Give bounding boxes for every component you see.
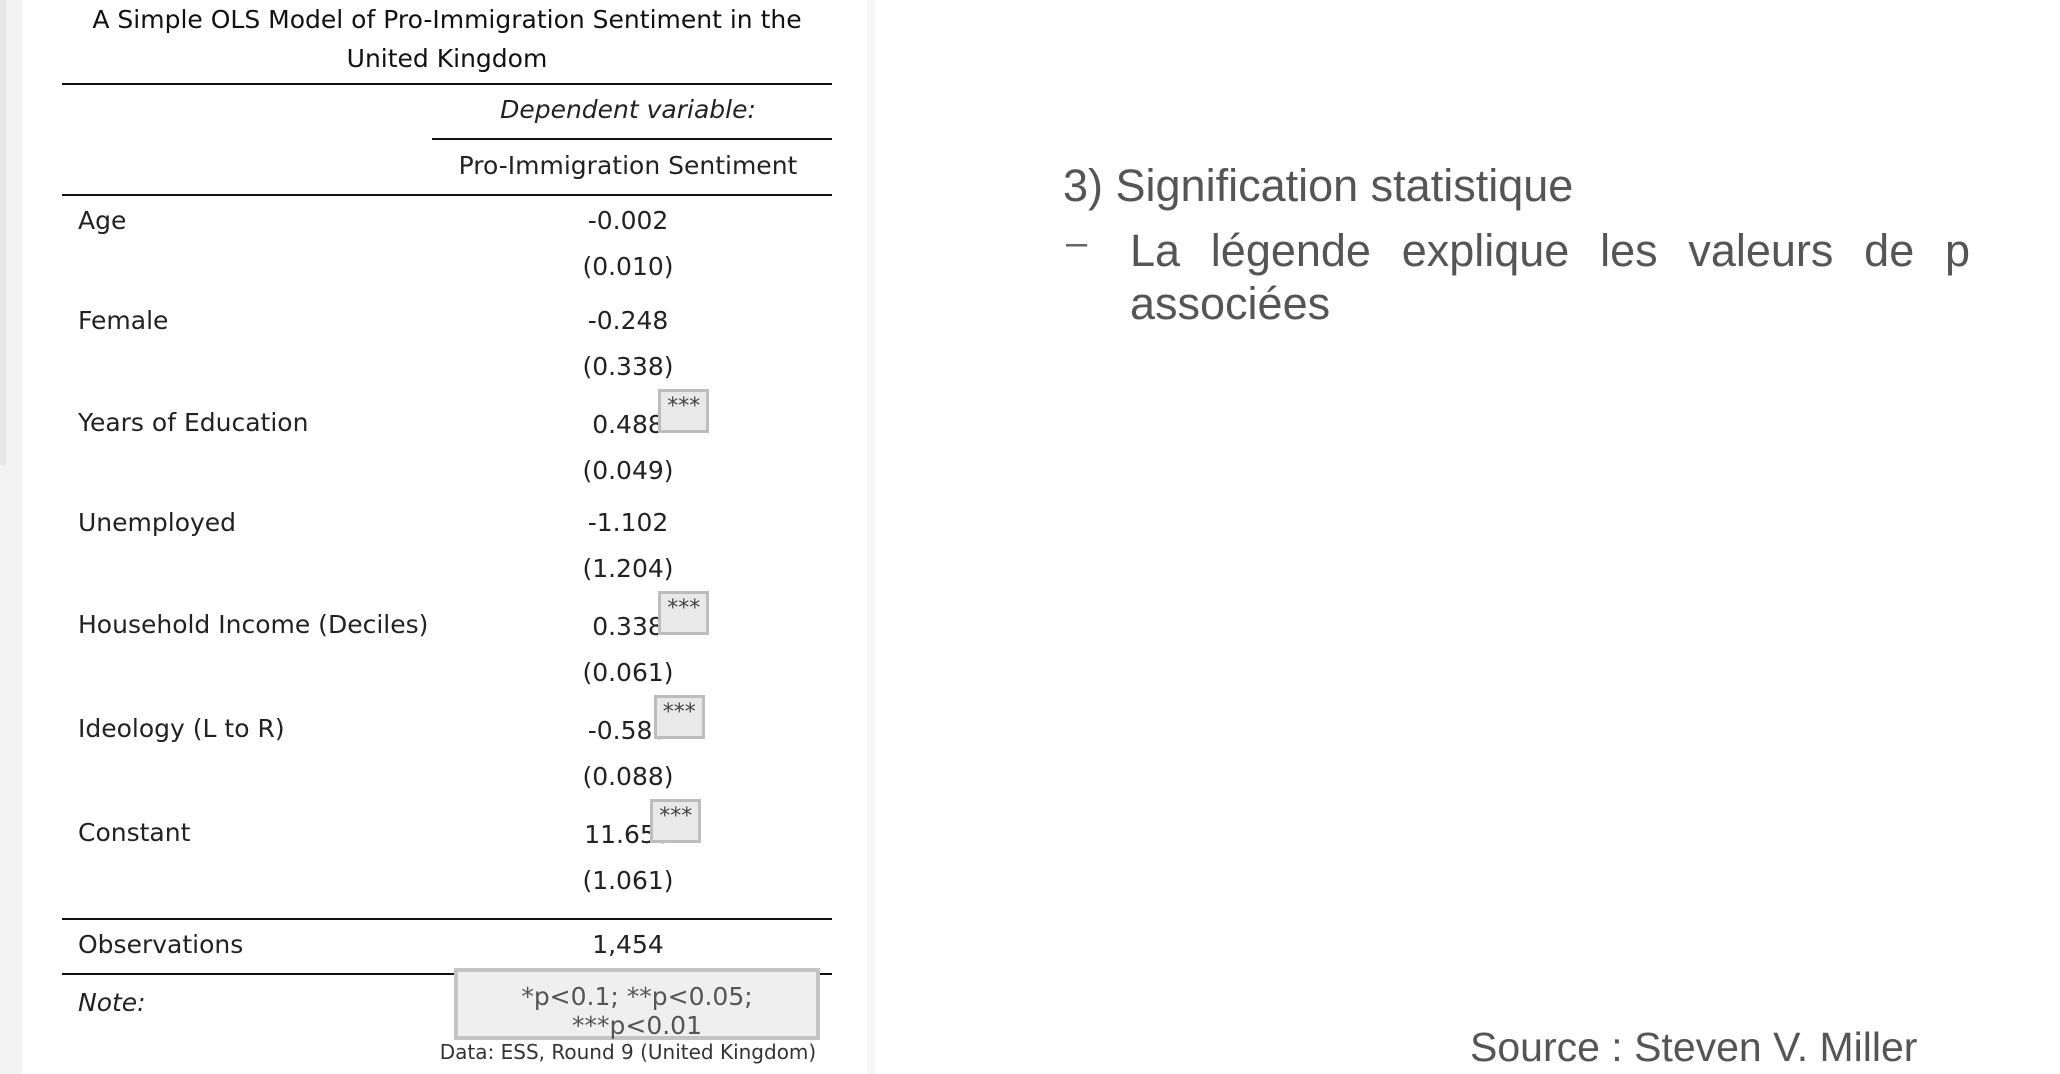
coef-income-cell: 0.338 *** <box>430 591 826 641</box>
slide-heading: 3) Signification statistique <box>1063 160 1574 211</box>
se-ideology: (0.088) <box>582 762 674 791</box>
note-top-rule <box>62 973 832 975</box>
coef-education-value: 0.488 <box>592 410 664 439</box>
table-image-edge <box>867 0 875 1074</box>
se-unemployed: (1.204) <box>582 554 674 583</box>
significance-stars-constant: *** <box>650 799 702 843</box>
significance-stars-education: *** <box>658 389 710 433</box>
coef-education: 0.488 *** <box>592 389 710 439</box>
significance-stars-income: *** <box>658 591 710 635</box>
note-highlight-box <box>454 968 820 1040</box>
bullet-text: La légende explique les valeurs de p ass… <box>1130 225 1970 329</box>
se-education: (0.049) <box>582 456 674 485</box>
se-constant: (1.061) <box>582 866 674 895</box>
header-bottom-rule <box>62 194 832 196</box>
row-label-age: Age <box>78 206 127 235</box>
significance-note: *p<0.1; **p<0.05; ***p<0.01 <box>521 982 753 1040</box>
coef-constant: 11.655 *** <box>584 799 702 849</box>
dependent-variable-label: Dependent variable: <box>500 95 756 124</box>
row-label-constant: Constant <box>78 818 191 847</box>
coef-income: 0.338 *** <box>592 591 710 641</box>
dependent-variable-rule <box>432 138 832 140</box>
bullet-marker: – <box>1066 222 1088 264</box>
se-age: (0.010) <box>582 252 674 281</box>
slide-left-margin-shade <box>0 0 6 465</box>
data-source-caption: Data: ESS, Round 9 (United Kingdom) <box>439 1040 817 1064</box>
coef-income-value: 0.338 <box>592 612 664 641</box>
observations-top-rule <box>62 918 832 920</box>
observations-label: Observations <box>78 930 244 959</box>
row-label-unemployed: Unemployed <box>78 508 237 537</box>
dependent-variable-name: Pro-Immigration Sentiment <box>458 151 798 180</box>
coef-ideology: -0.583 *** <box>588 695 705 745</box>
se-female: (0.338) <box>582 352 674 381</box>
coef-age: -0.002 <box>587 206 669 235</box>
row-label-ideology: Ideology (L to R) <box>78 714 285 743</box>
coef-ideology-cell: -0.583 *** <box>430 695 826 745</box>
regression-table-image <box>22 0 867 1074</box>
note-label: Note: <box>78 988 146 1017</box>
coef-female: -0.248 <box>587 306 669 335</box>
source-credit: Source : Steven V. Miller <box>1470 1024 1918 1070</box>
table-title: A Simple OLS Model of Pro-Immigration Se… <box>92 5 802 73</box>
row-label-income: Household Income (Deciles) <box>78 610 429 639</box>
slide-left-margin <box>0 0 22 1074</box>
coef-unemployed: -1.102 <box>587 508 669 537</box>
observations-value: 1,454 <box>592 930 664 959</box>
row-label-education: Years of Education <box>78 408 309 437</box>
coef-education-cell: 0.488 *** <box>430 389 826 439</box>
se-income: (0.061) <box>582 658 674 687</box>
table-top-rule <box>62 83 832 85</box>
significance-stars-ideology: *** <box>653 695 705 739</box>
coef-constant-cell: 11.655 *** <box>430 799 826 849</box>
row-label-female: Female <box>78 306 169 335</box>
